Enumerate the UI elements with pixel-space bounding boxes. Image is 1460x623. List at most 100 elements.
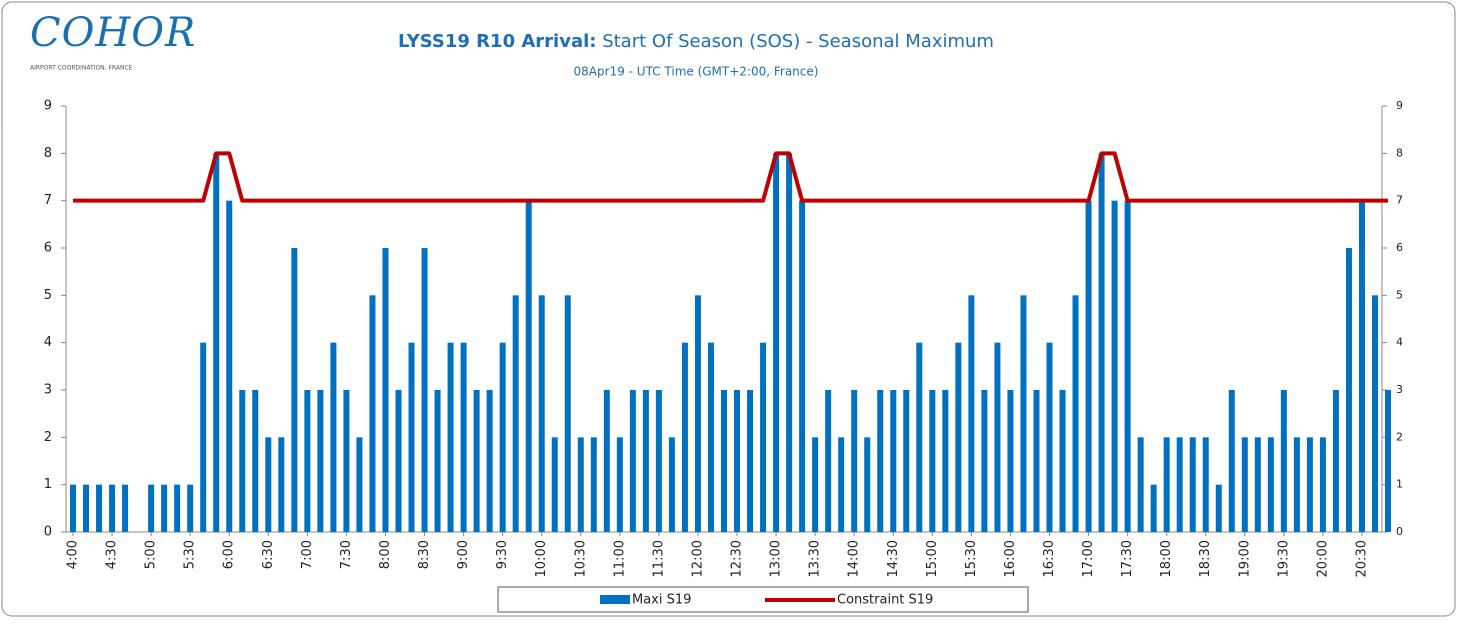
bar xyxy=(369,295,376,532)
x-tick-label: 8:30 xyxy=(417,540,432,569)
bar xyxy=(577,437,584,532)
bar xyxy=(330,342,337,532)
bar xyxy=(955,342,962,532)
y2-tick-label: 7 xyxy=(1396,194,1403,207)
bar xyxy=(1319,437,1326,532)
bar xyxy=(1267,437,1274,532)
bar xyxy=(109,484,116,532)
chart-subtitle: 08Apr19 - UTC Time (GMT+2:00, France) xyxy=(574,65,819,79)
bar xyxy=(1358,200,1365,532)
y2-tick-label: 8 xyxy=(1396,146,1403,159)
y2-tick-label: 4 xyxy=(1396,336,1403,349)
bar xyxy=(161,484,168,532)
x-tick-label: 10:00 xyxy=(534,540,549,577)
bar xyxy=(916,342,923,532)
y-tick-label: 8 xyxy=(44,146,52,161)
bar xyxy=(538,295,545,532)
x-tick-label: 4:00 xyxy=(66,540,81,569)
bar xyxy=(668,437,675,532)
bar xyxy=(851,390,858,532)
bar xyxy=(864,437,871,532)
x-tick-label: 9:30 xyxy=(495,540,510,569)
legend-swatch xyxy=(600,595,630,604)
bar xyxy=(408,342,415,532)
x-tick-label: 16:00 xyxy=(1003,540,1018,577)
legend-label: Constraint S19 xyxy=(837,593,933,608)
y2-tick-label: 1 xyxy=(1396,478,1403,491)
bar xyxy=(1241,437,1248,532)
x-tick-label: 20:00 xyxy=(1315,540,1330,577)
y-tick-label: 6 xyxy=(44,241,52,256)
bar xyxy=(1085,200,1092,532)
line xyxy=(73,151,1389,203)
x-tick-label: 14:00 xyxy=(847,540,862,577)
y2-tick-label: 0 xyxy=(1396,525,1403,538)
y2-tick-label: 5 xyxy=(1396,288,1403,301)
x-tick-label: 10:30 xyxy=(573,540,588,577)
bar xyxy=(1293,437,1300,532)
x-tick-label: 5:30 xyxy=(183,540,198,569)
bar xyxy=(838,437,845,532)
x-tick-label: 11:30 xyxy=(651,540,666,577)
bar xyxy=(343,390,350,532)
bar xyxy=(1228,390,1235,532)
bar xyxy=(747,390,754,532)
bar xyxy=(799,200,806,532)
bar xyxy=(525,200,532,532)
y-tick-label: 4 xyxy=(44,335,52,350)
bar xyxy=(1124,200,1131,532)
x-tick-label: 17:00 xyxy=(1081,540,1096,577)
bar xyxy=(239,390,246,532)
bar xyxy=(1137,437,1144,532)
bar xyxy=(1306,437,1313,532)
x-tick-label: 8:00 xyxy=(378,540,393,569)
y2-tick-label: 3 xyxy=(1396,383,1403,396)
y-tick-label: 7 xyxy=(44,193,52,208)
x-tick-label: 13:30 xyxy=(808,540,823,577)
bar xyxy=(773,153,780,533)
bar xyxy=(460,342,467,532)
bar xyxy=(551,437,558,532)
bar xyxy=(265,437,272,532)
bar xyxy=(655,390,662,532)
bar xyxy=(812,437,819,532)
legend-box xyxy=(497,586,1029,613)
y-tick-label: 2 xyxy=(44,430,52,445)
bar xyxy=(825,390,832,532)
bar xyxy=(96,484,103,532)
x-tick-label: 18:00 xyxy=(1159,540,1174,577)
bar xyxy=(291,248,298,532)
bar xyxy=(187,484,194,532)
bar xyxy=(1150,484,1157,532)
x-tick-label: 19:00 xyxy=(1237,540,1252,577)
bar xyxy=(512,295,519,532)
x-tick-label: 20:30 xyxy=(1354,540,1369,577)
x-tick-label: 13:00 xyxy=(769,540,784,577)
bar xyxy=(1007,390,1014,532)
x-tick-label: 12:00 xyxy=(690,540,705,577)
bar xyxy=(395,390,402,532)
x-tick-label: 17:30 xyxy=(1120,540,1135,577)
bar xyxy=(629,390,636,532)
bar xyxy=(1332,390,1339,532)
bar xyxy=(642,390,649,532)
x-tick-label: 11:00 xyxy=(612,540,627,577)
bar xyxy=(786,153,793,533)
x-tick-label: 18:30 xyxy=(1198,540,1213,577)
bar xyxy=(1072,295,1079,532)
bar xyxy=(1254,437,1261,532)
x-tick-label: 4:30 xyxy=(105,540,120,569)
x-tick-label: 14:30 xyxy=(886,540,901,577)
bar xyxy=(317,390,324,532)
x-tick-label: 15:30 xyxy=(964,540,979,577)
bar xyxy=(122,484,129,532)
bar xyxy=(1059,390,1066,532)
bar xyxy=(1111,200,1118,532)
bar xyxy=(304,390,311,532)
bar xyxy=(760,342,767,532)
bar xyxy=(734,390,741,532)
bar xyxy=(707,342,714,532)
bar xyxy=(981,390,988,532)
